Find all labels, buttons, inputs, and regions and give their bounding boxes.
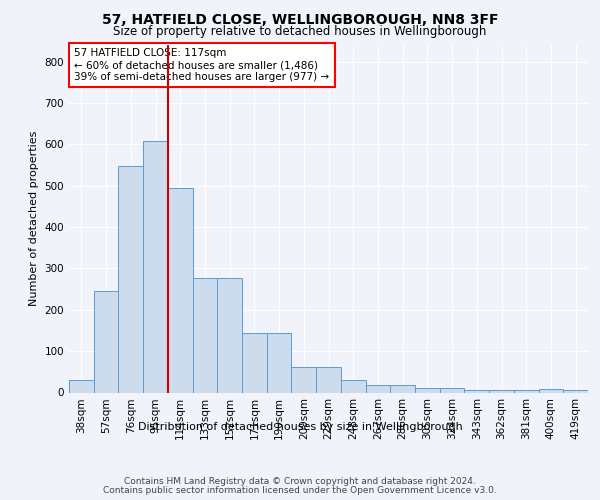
Text: Contains public sector information licensed under the Open Government Licence v3: Contains public sector information licen… xyxy=(103,486,497,495)
Bar xyxy=(440,388,464,392)
Text: 57, HATFIELD CLOSE, WELLINGBOROUGH, NN8 3FF: 57, HATFIELD CLOSE, WELLINGBOROUGH, NN8 … xyxy=(102,12,498,26)
Y-axis label: Number of detached properties: Number of detached properties xyxy=(29,131,39,306)
Bar xyxy=(415,388,440,392)
Bar xyxy=(563,390,588,392)
Bar xyxy=(489,390,514,392)
Bar xyxy=(143,142,168,392)
Bar xyxy=(539,389,563,392)
Text: Distribution of detached houses by size in Wellingborough: Distribution of detached houses by size … xyxy=(137,422,463,432)
Bar xyxy=(94,291,118,392)
Bar xyxy=(292,367,316,392)
Bar xyxy=(217,278,242,392)
Bar xyxy=(316,367,341,392)
Bar xyxy=(464,390,489,392)
Text: 57 HATFIELD CLOSE: 117sqm
← 60% of detached houses are smaller (1,486)
39% of se: 57 HATFIELD CLOSE: 117sqm ← 60% of detac… xyxy=(74,48,329,82)
Bar xyxy=(390,385,415,392)
Text: Size of property relative to detached houses in Wellingborough: Size of property relative to detached ho… xyxy=(113,25,487,38)
Bar xyxy=(242,332,267,392)
Bar xyxy=(341,380,365,392)
Bar xyxy=(118,166,143,392)
Bar xyxy=(514,390,539,392)
Text: Contains HM Land Registry data © Crown copyright and database right 2024.: Contains HM Land Registry data © Crown c… xyxy=(124,477,476,486)
Bar xyxy=(267,332,292,392)
Bar xyxy=(69,380,94,392)
Bar xyxy=(365,385,390,392)
Bar xyxy=(193,278,217,392)
Bar xyxy=(168,188,193,392)
